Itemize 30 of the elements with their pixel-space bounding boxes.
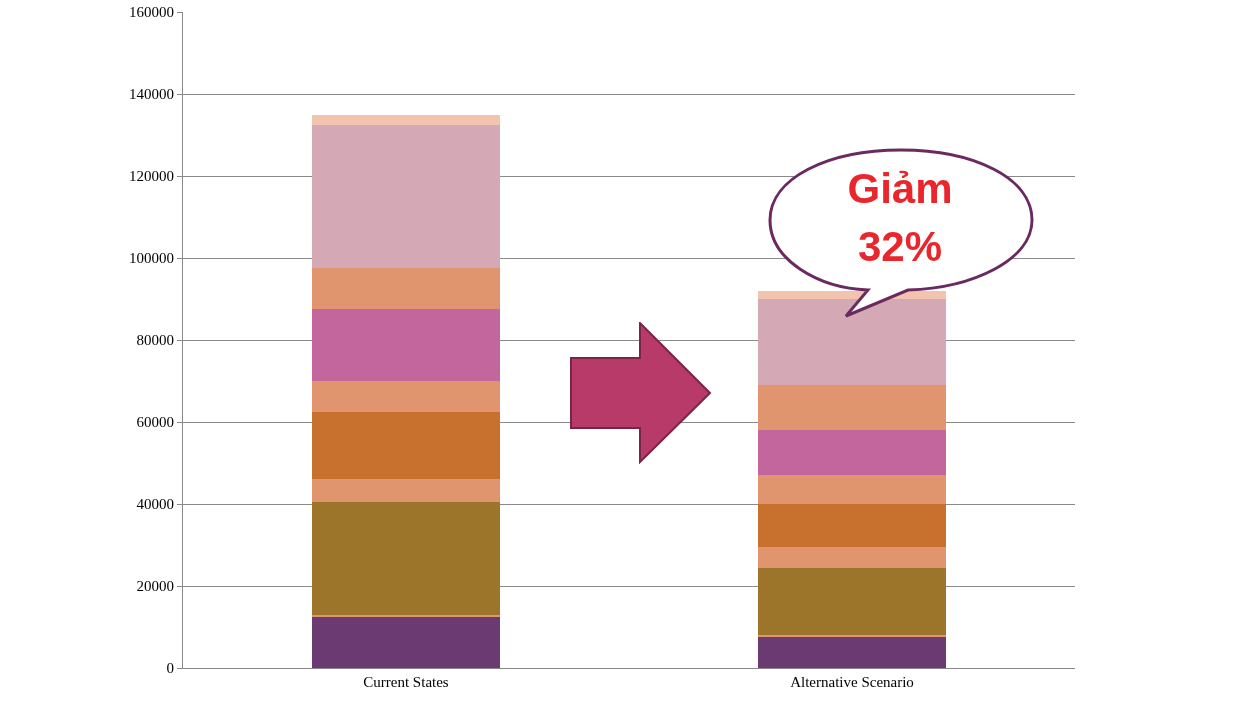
annotation: Giảm 32% [846,164,954,272]
y-tick-label: 40000 [136,496,174,513]
y-tick-label: 100000 [129,250,174,267]
bar [758,504,946,548]
y-tick-label: 20000 [136,578,174,595]
bar [758,635,946,638]
y-tick-label: 140000 [129,86,174,103]
bar [758,385,946,431]
bar [312,124,500,269]
y-tick-label: 120000 [129,168,174,185]
bar [312,616,500,668]
bar [758,430,946,476]
x-tick-label: Alternative Scenario [790,674,914,690]
bar [312,501,500,615]
x-tick-label: Current States [363,674,449,690]
bar [312,309,500,381]
bar [758,637,946,668]
bar [312,614,500,617]
bar [312,479,500,502]
bar [312,381,500,412]
bar [758,547,946,568]
y-tick-label: 160000 [129,4,174,21]
bar [758,567,946,636]
bar [758,475,946,504]
bar [312,268,500,310]
y-tick-label: 80000 [136,332,174,349]
y-tick-label: 60000 [136,414,174,431]
bar [312,411,500,480]
y-tick-label: 0 [166,660,174,677]
bar [312,114,500,125]
